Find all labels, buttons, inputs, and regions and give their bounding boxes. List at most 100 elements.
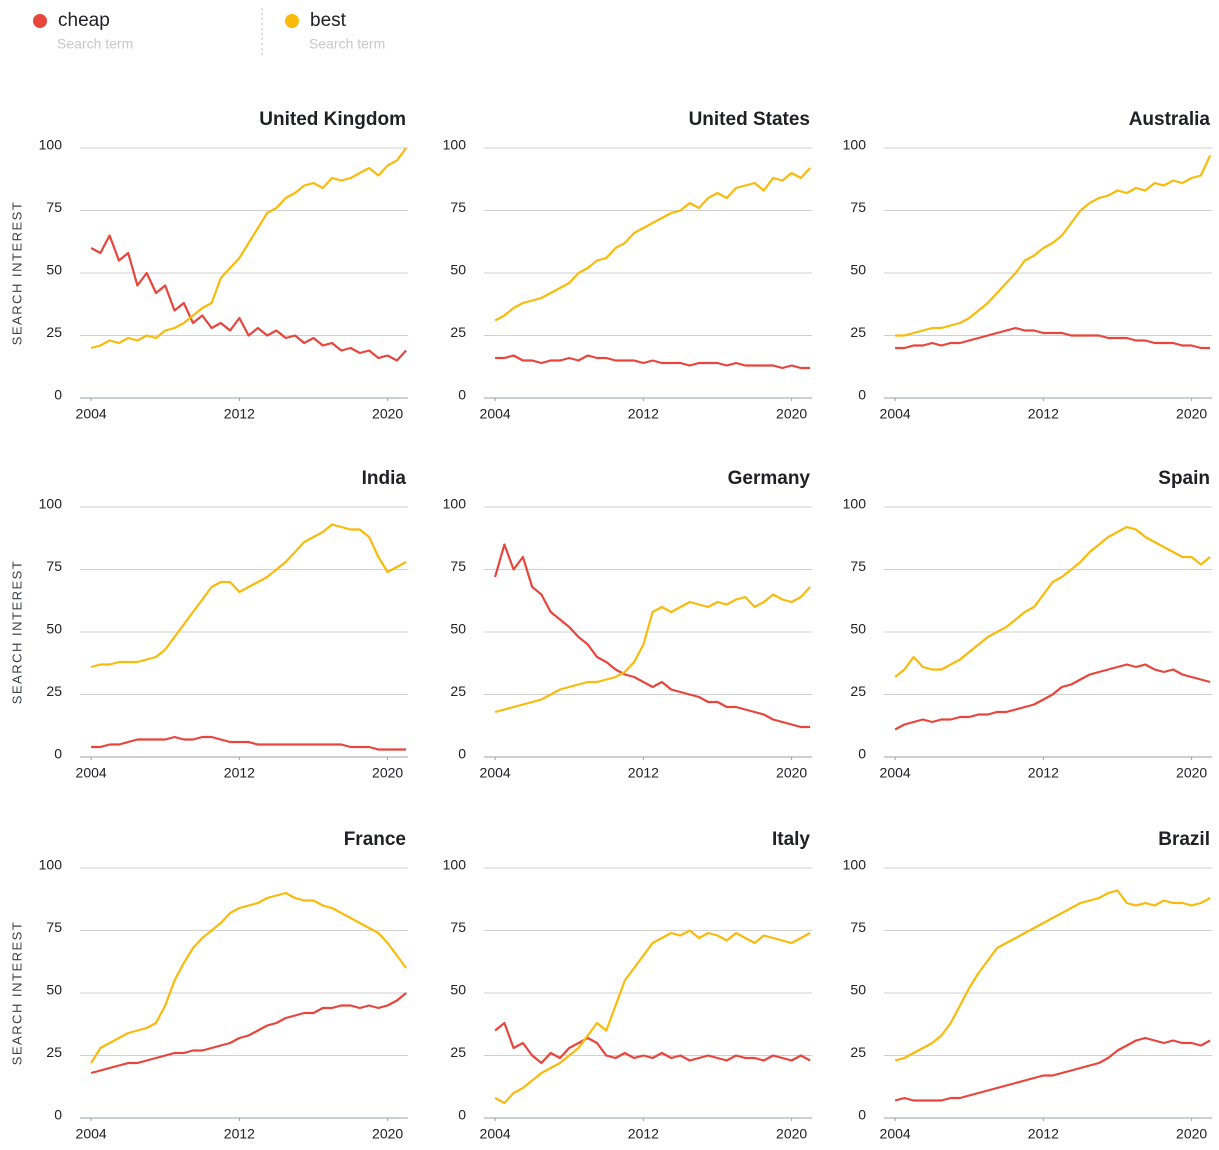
y-tick-label: 100 [843, 137, 867, 153]
series-line [90, 891, 407, 1064]
x-tick-label: 2004 [76, 406, 107, 422]
x-tick-label: 2012 [1028, 1126, 1059, 1142]
legend-sublabel: Search term [309, 36, 385, 52]
y-tick-label: 25 [450, 683, 466, 699]
y-tick-label: 75 [46, 199, 62, 215]
series-line [90, 992, 407, 1075]
x-tick-label: 2020 [372, 1126, 403, 1142]
y-tick-label: 25 [850, 1044, 866, 1060]
series-line [91, 735, 407, 751]
legend-label: cheap [58, 10, 110, 31]
legend-dot [285, 14, 299, 28]
y-tick-label: 50 [450, 982, 466, 998]
x-tick-label: 2004 [76, 765, 107, 781]
y-tick-label: 50 [850, 262, 866, 278]
y-tick-label: 75 [46, 558, 62, 574]
y-tick-label: 50 [850, 621, 866, 637]
x-tick-label: 2012 [628, 765, 659, 781]
panel-title: India [362, 468, 407, 489]
y-tick-label: 75 [46, 919, 62, 935]
legend-dot [33, 14, 47, 28]
y-tick-label: 50 [46, 982, 62, 998]
x-tick-label: 2020 [1176, 406, 1207, 422]
series-line [894, 663, 1211, 731]
y-tick-label: 75 [450, 199, 466, 215]
x-tick-label: 2020 [372, 765, 403, 781]
x-tick-label: 2012 [224, 406, 255, 422]
y-tick-label: 0 [54, 1107, 62, 1123]
series-line [494, 586, 811, 714]
y-tick-label: 100 [39, 496, 63, 512]
y-tick-label: 0 [458, 746, 466, 762]
y-axis-label: SEARCH INTEREST [9, 560, 24, 705]
series-line [90, 523, 407, 669]
x-tick-label: 2020 [776, 1126, 807, 1142]
legend-sublabel: Search term [57, 36, 133, 52]
y-tick-label: 25 [46, 324, 62, 340]
series-line [494, 543, 811, 729]
x-tick-label: 2012 [224, 1126, 255, 1142]
series-line [494, 1021, 811, 1065]
legend-label: best [310, 10, 347, 31]
series-line [895, 155, 1212, 337]
y-tick-label: 25 [850, 324, 866, 340]
series-line [895, 326, 1211, 350]
panel-title: Australia [1129, 109, 1211, 130]
series-line [494, 167, 811, 322]
x-tick-label: 2020 [372, 406, 403, 422]
panel-title: Germany [728, 468, 811, 489]
x-tick-label: 2012 [1028, 765, 1059, 781]
x-tick-label: 2004 [480, 765, 511, 781]
y-tick-label: 50 [450, 621, 466, 637]
x-tick-label: 2020 [776, 406, 807, 422]
y-tick-label: 75 [450, 558, 466, 574]
y-tick-label: 25 [46, 683, 62, 699]
y-tick-label: 50 [450, 262, 466, 278]
panel-title: Italy [772, 829, 810, 850]
panel-title: France [344, 829, 406, 850]
y-tick-label: 75 [850, 919, 866, 935]
x-tick-label: 2004 [480, 1126, 511, 1142]
series-line [894, 889, 1211, 1062]
y-axis-label: SEARCH INTEREST [9, 921, 24, 1066]
x-tick-label: 2004 [880, 1126, 911, 1142]
series-line [90, 147, 407, 350]
y-axis-label: SEARCH INTEREST [9, 201, 24, 346]
y-tick-label: 50 [46, 262, 62, 278]
y-tick-label: 50 [850, 982, 866, 998]
series-line [90, 234, 407, 362]
x-tick-label: 2004 [76, 1126, 107, 1142]
x-tick-label: 2012 [224, 765, 255, 781]
y-tick-label: 100 [39, 857, 63, 873]
y-tick-label: 100 [843, 496, 867, 512]
x-tick-label: 2004 [880, 765, 911, 781]
y-tick-label: 0 [858, 1107, 866, 1123]
y-tick-label: 100 [843, 857, 867, 873]
y-tick-label: 25 [46, 1044, 62, 1060]
y-tick-label: 0 [458, 387, 466, 403]
y-tick-label: 75 [850, 558, 866, 574]
y-tick-label: 25 [850, 683, 866, 699]
y-tick-label: 100 [443, 496, 467, 512]
panel-title: United Kingdom [259, 109, 406, 130]
x-tick-label: 2004 [880, 406, 911, 422]
y-tick-label: 50 [46, 621, 62, 637]
x-tick-label: 2020 [1176, 1126, 1207, 1142]
x-tick-label: 2020 [776, 765, 807, 781]
y-tick-label: 75 [850, 199, 866, 215]
y-tick-label: 25 [450, 324, 466, 340]
y-tick-label: 100 [39, 137, 63, 153]
x-tick-label: 2012 [628, 1126, 659, 1142]
y-tick-label: 0 [858, 387, 866, 403]
panel-title: Brazil [1158, 829, 1210, 850]
series-line [894, 1036, 1211, 1102]
y-tick-label: 100 [443, 857, 467, 873]
y-tick-label: 0 [858, 746, 866, 762]
y-tick-label: 0 [458, 1107, 466, 1123]
y-tick-label: 0 [54, 387, 62, 403]
series-line [495, 354, 811, 370]
y-tick-label: 100 [443, 137, 467, 153]
panel-title: Spain [1158, 468, 1210, 489]
x-tick-label: 2012 [1028, 406, 1059, 422]
